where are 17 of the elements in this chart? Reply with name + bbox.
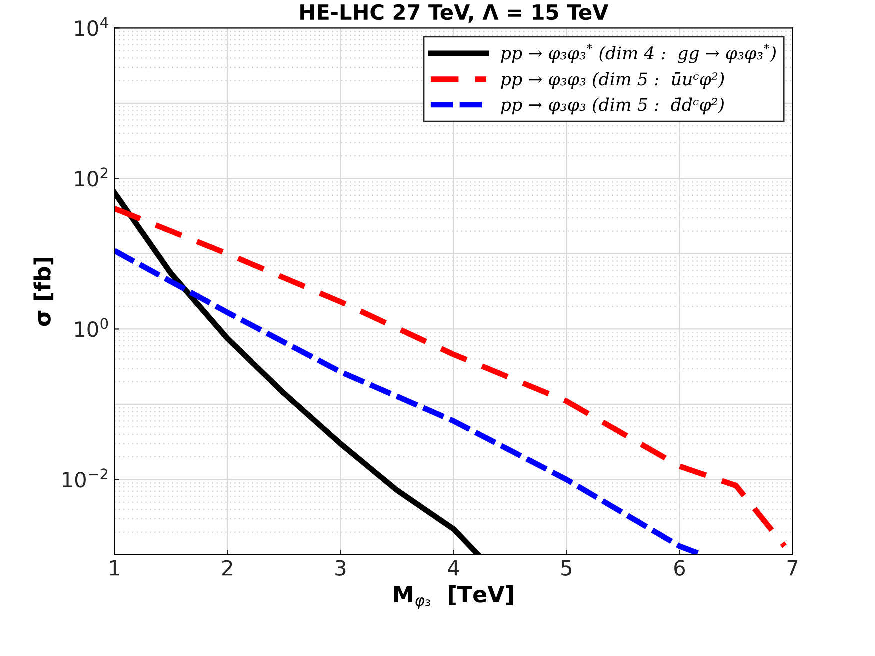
legend-label: pp → φ₃φ₃ (dim 5 : ūuᶜφ²): [501, 72, 724, 90]
x-tick-label: 5: [562, 560, 572, 576]
chart-title: HE-LHC 27 TeV, Λ = 15 TeV: [300, 4, 609, 23]
y-tick-label: 10$^{2}$: [75, 168, 108, 187]
x-tick-label: 3: [336, 560, 346, 576]
y-tick-label: 10$^{0}$: [75, 318, 108, 338]
y-tick-label: 10$^{4}$: [75, 17, 108, 36]
y-axis-title: σ [fb]: [34, 258, 54, 326]
x-tick-label: 1: [110, 560, 120, 576]
x-tick-label: 4: [448, 560, 460, 576]
y-tick-label: 10$^{−2}$: [63, 468, 108, 488]
legend-label: pp → φ₃φ₃ (dim 5 : d̄dᶜφ²): [501, 98, 724, 115]
legend-label: pp → φ₃φ₃$^{*}$ (dim 4 : gg → φ₃φ₃$^{*}$): [501, 44, 776, 64]
x-tick-label: 7: [788, 560, 798, 576]
x-tick-label: 6: [674, 560, 686, 576]
x-tick-label: 2: [222, 560, 232, 576]
text: M$_{φ₃}$ [TeV]: [394, 586, 514, 610]
